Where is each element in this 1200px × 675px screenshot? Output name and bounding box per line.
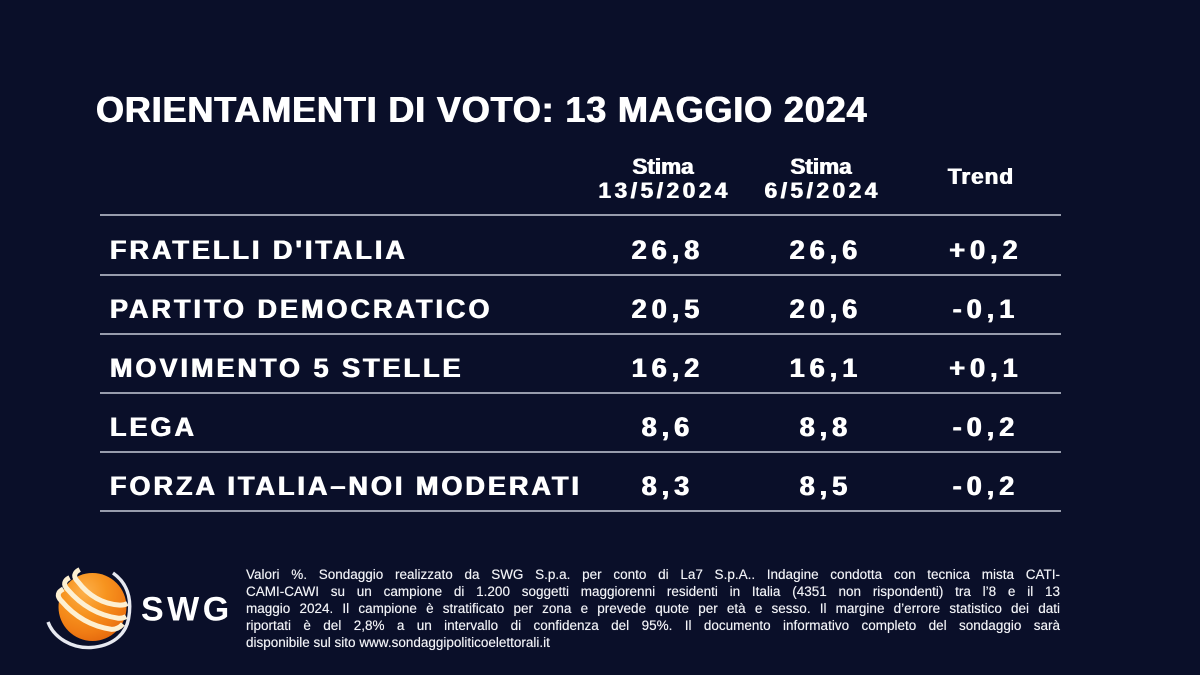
svg-text:SWG: SWG	[141, 591, 233, 629]
